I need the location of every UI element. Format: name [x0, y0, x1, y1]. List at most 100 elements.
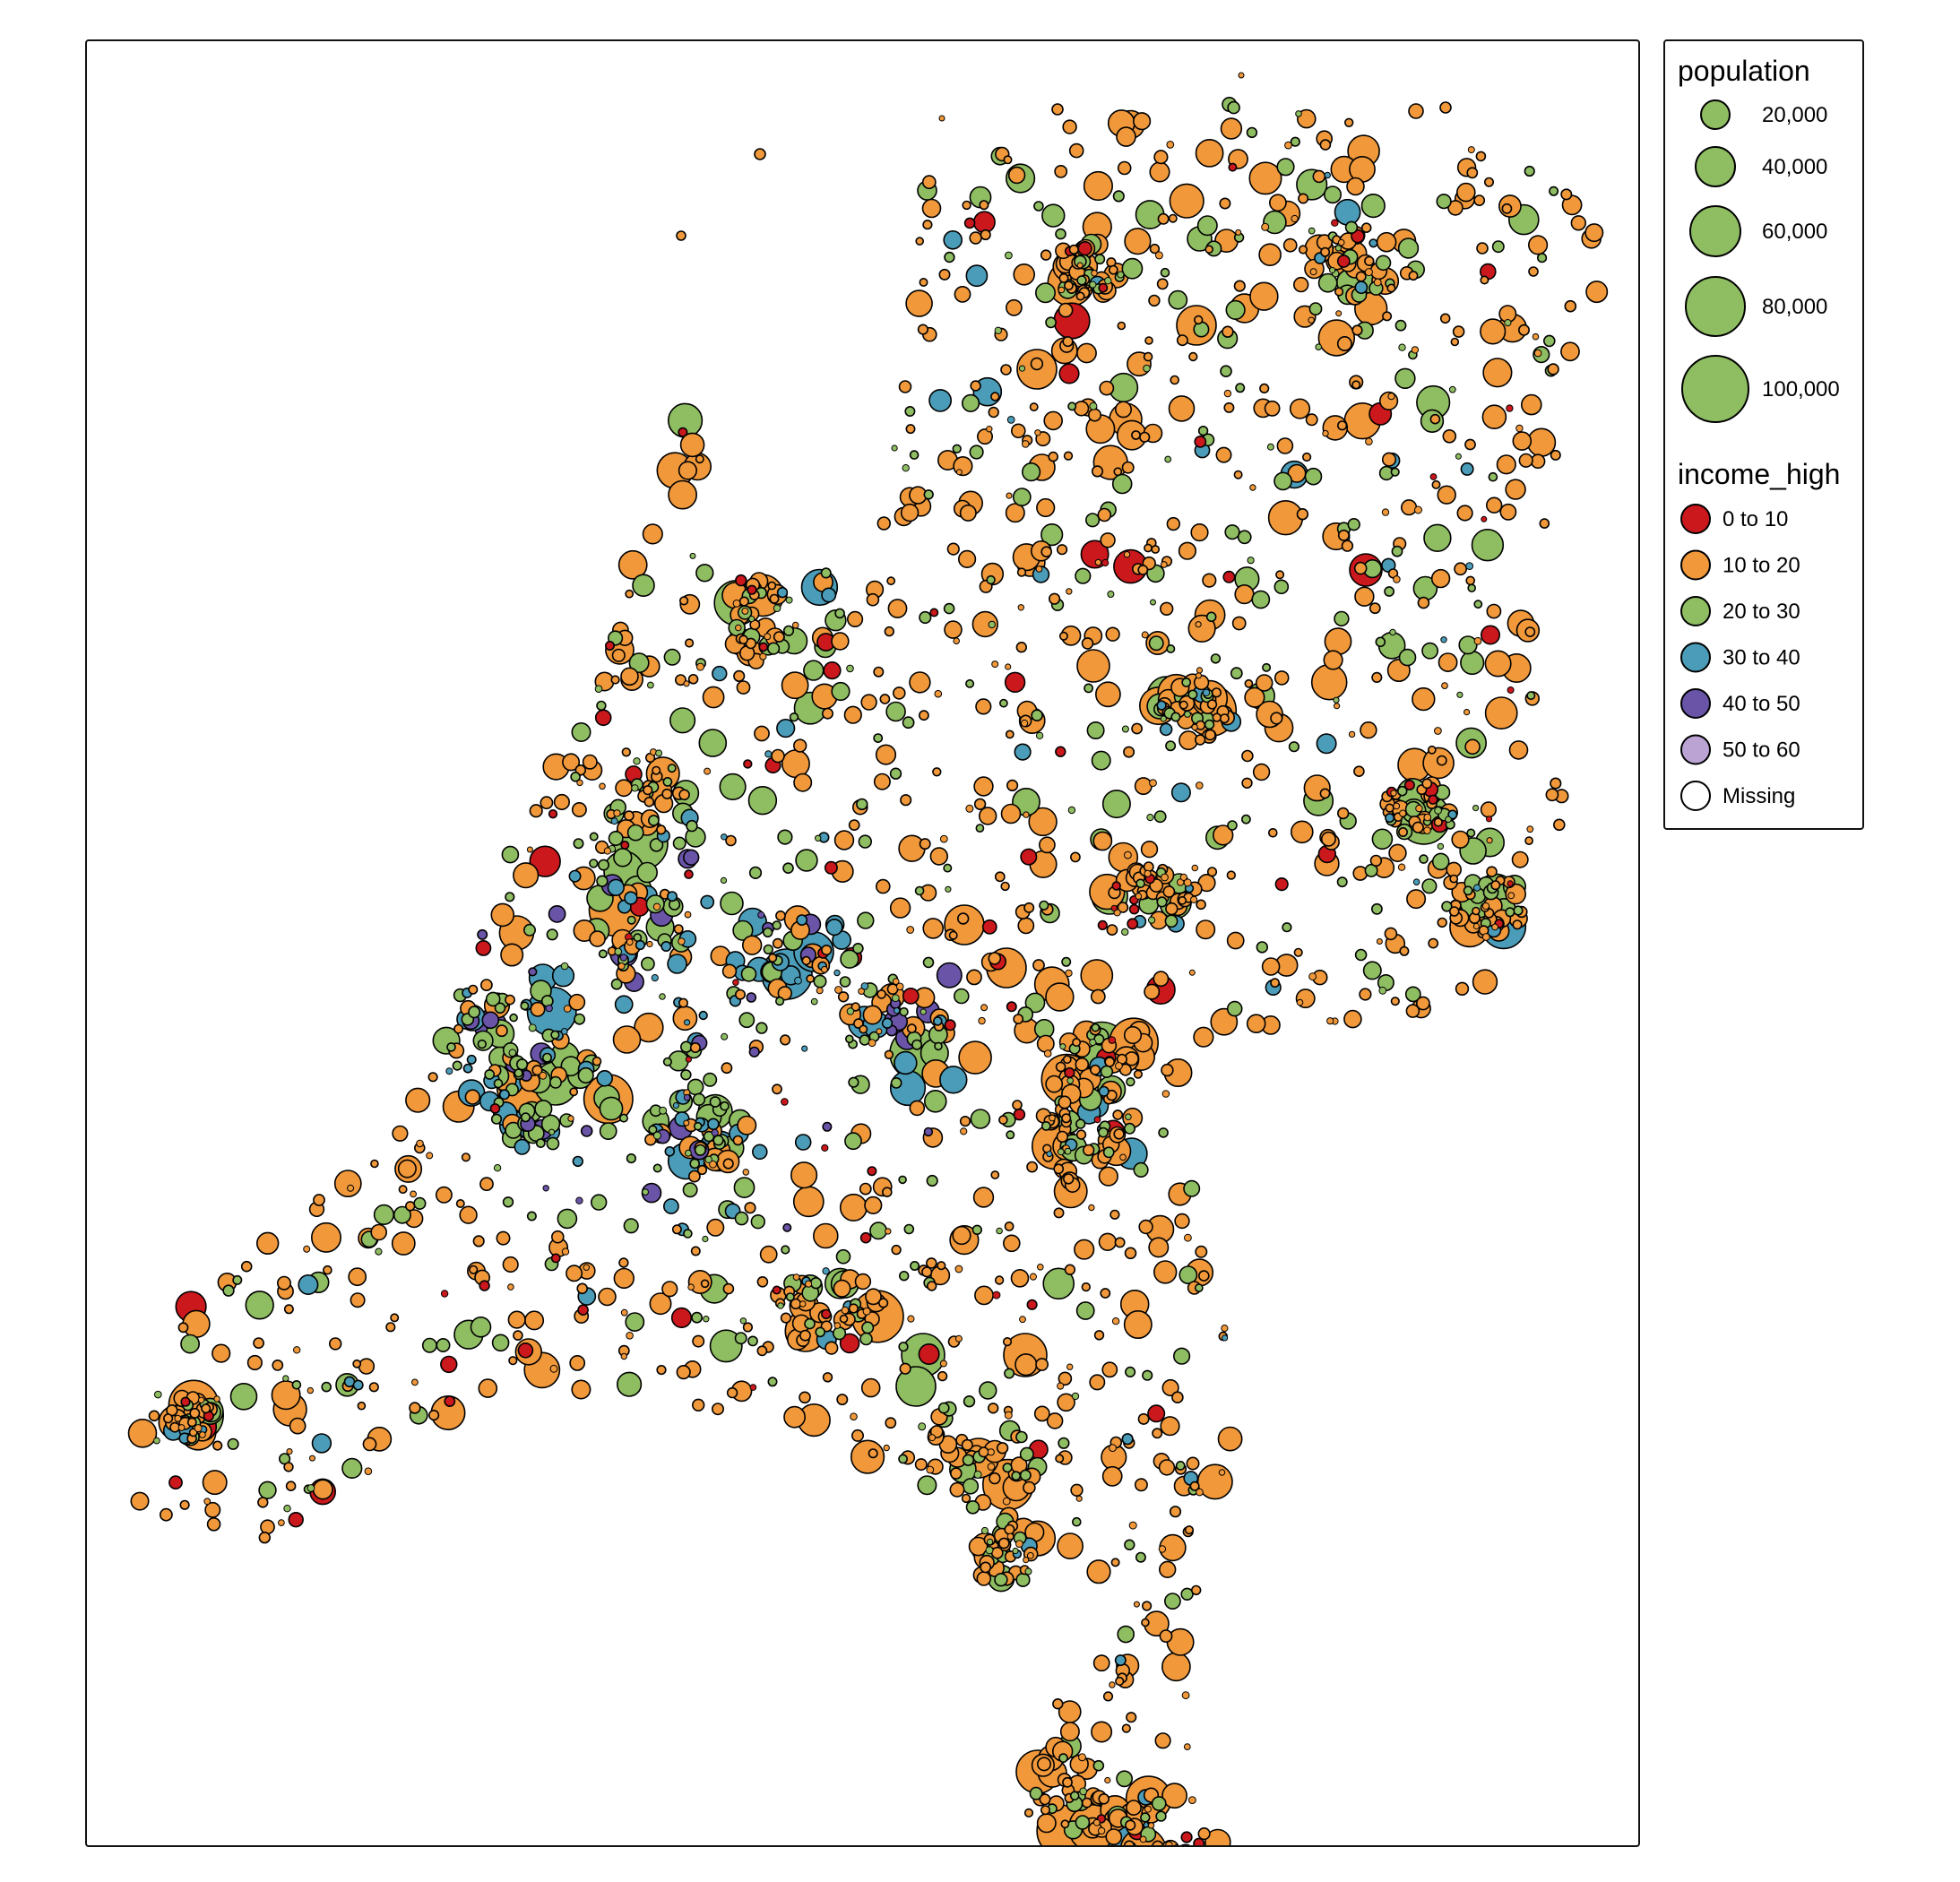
municipality-symbol	[1334, 287, 1344, 297]
municipality-symbol	[1464, 738, 1481, 755]
municipality-symbol	[1376, 231, 1397, 253]
municipality-symbol	[1230, 667, 1243, 680]
municipality-symbol	[1194, 734, 1206, 746]
municipality-symbol	[1093, 1116, 1101, 1124]
municipality-symbol	[1076, 262, 1084, 269]
municipality-symbol	[694, 1144, 707, 1156]
municipality-symbol	[806, 974, 815, 983]
municipality-symbol	[889, 767, 902, 780]
municipality-symbol	[1371, 902, 1383, 915]
municipality-symbol	[631, 784, 639, 792]
municipality-symbol	[405, 1201, 416, 1212]
municipality-symbol	[1481, 515, 1488, 522]
municipality-symbol	[1266, 443, 1274, 451]
municipality-symbol	[278, 1519, 285, 1526]
municipality-symbol	[1067, 806, 1076, 815]
municipality-symbol	[1539, 518, 1550, 529]
municipality-symbol	[508, 1049, 517, 1057]
municipality-symbol	[1390, 790, 1397, 797]
municipality-symbol	[1042, 1267, 1075, 1300]
municipality-symbol	[781, 1245, 790, 1255]
municipality-symbol	[1204, 1828, 1231, 1845]
municipality-symbol	[1003, 155, 1013, 165]
municipality-symbol	[1463, 885, 1473, 896]
municipality-symbol	[975, 698, 992, 715]
municipality-symbol	[168, 1475, 183, 1490]
municipality-symbol	[548, 905, 566, 923]
municipality-symbol	[1193, 315, 1204, 325]
municipality-symbol	[1166, 516, 1181, 531]
municipality-symbol	[1354, 948, 1368, 962]
municipality-symbol	[1227, 820, 1238, 831]
municipality-symbol	[1455, 453, 1462, 460]
municipality-symbol	[594, 709, 612, 727]
municipality-symbol	[1261, 957, 1281, 976]
municipality-symbol	[1369, 854, 1383, 868]
municipality-symbol	[1041, 203, 1066, 228]
municipality-symbol	[1083, 170, 1113, 202]
municipality-symbol	[1472, 906, 1481, 916]
municipality-symbol	[1155, 1810, 1167, 1822]
municipality-symbol	[1086, 721, 1105, 739]
municipality-symbol	[1473, 194, 1486, 206]
municipality-symbol	[1438, 652, 1458, 673]
municipality-symbol	[321, 1381, 332, 1393]
municipality-symbol	[409, 1402, 421, 1414]
municipality-symbol	[1101, 790, 1131, 819]
municipality-symbol	[1029, 1786, 1043, 1800]
municipality-symbol	[632, 574, 655, 598]
municipality-symbol	[831, 681, 850, 702]
municipality-symbol	[1292, 276, 1309, 293]
municipality-symbol	[909, 450, 920, 460]
municipality-symbol	[973, 798, 987, 810]
municipality-symbol	[1143, 351, 1153, 362]
municipality-symbol	[477, 928, 488, 940]
municipality-symbol	[1560, 188, 1573, 201]
municipality-symbol	[652, 902, 661, 911]
municipality-symbol	[303, 1245, 311, 1253]
municipality-symbol	[624, 891, 638, 905]
municipality-symbol	[850, 1439, 885, 1474]
municipality-symbol	[1421, 878, 1438, 894]
municipality-symbol	[1481, 902, 1490, 911]
municipality-symbol	[793, 773, 813, 792]
municipality-symbol	[311, 1433, 332, 1454]
municipality-symbol	[1464, 438, 1476, 451]
municipality-symbol	[979, 1381, 997, 1400]
municipality-symbol	[1411, 346, 1420, 354]
legend-size-label: 40,000	[1762, 155, 1827, 179]
municipality-symbol	[557, 1208, 578, 1230]
municipality-symbol	[790, 1161, 818, 1189]
municipality-symbol	[1202, 688, 1211, 696]
municipality-symbol	[691, 1311, 703, 1324]
municipality-symbol	[907, 1315, 915, 1323]
municipality-symbol	[754, 725, 770, 742]
municipality-symbol	[1059, 1722, 1080, 1742]
municipality-symbol	[540, 796, 554, 810]
legend-panel: population 20,000 40,000 60,000 80,000 100,0…	[1663, 39, 1864, 830]
municipality-symbol	[1505, 907, 1515, 918]
municipality-symbol	[1417, 596, 1430, 609]
municipality-symbol	[988, 620, 996, 629]
municipality-symbol	[1046, 1412, 1064, 1429]
municipality-symbol	[669, 707, 696, 734]
municipality-symbol	[981, 919, 997, 935]
municipality-symbol	[1296, 507, 1309, 521]
municipality-symbol	[928, 388, 953, 412]
municipality-symbol	[978, 807, 997, 825]
municipality-symbol	[921, 198, 942, 219]
municipality-symbol	[1223, 401, 1235, 413]
municipality-symbol	[1398, 826, 1409, 837]
municipality-symbol	[782, 625, 795, 636]
municipality-symbol	[1252, 763, 1271, 781]
municipality-symbol	[953, 988, 970, 1005]
municipality-symbol	[978, 1016, 986, 1025]
municipality-symbol	[1196, 667, 1204, 674]
municipality-symbol	[1334, 245, 1343, 252]
municipality-symbol	[1035, 731, 1044, 739]
municipality-symbol	[1485, 816, 1493, 823]
municipality-symbol	[1093, 1330, 1105, 1341]
municipality-symbol	[1450, 337, 1460, 347]
municipality-symbol	[1238, 72, 1245, 79]
municipality-symbol	[1105, 626, 1120, 642]
